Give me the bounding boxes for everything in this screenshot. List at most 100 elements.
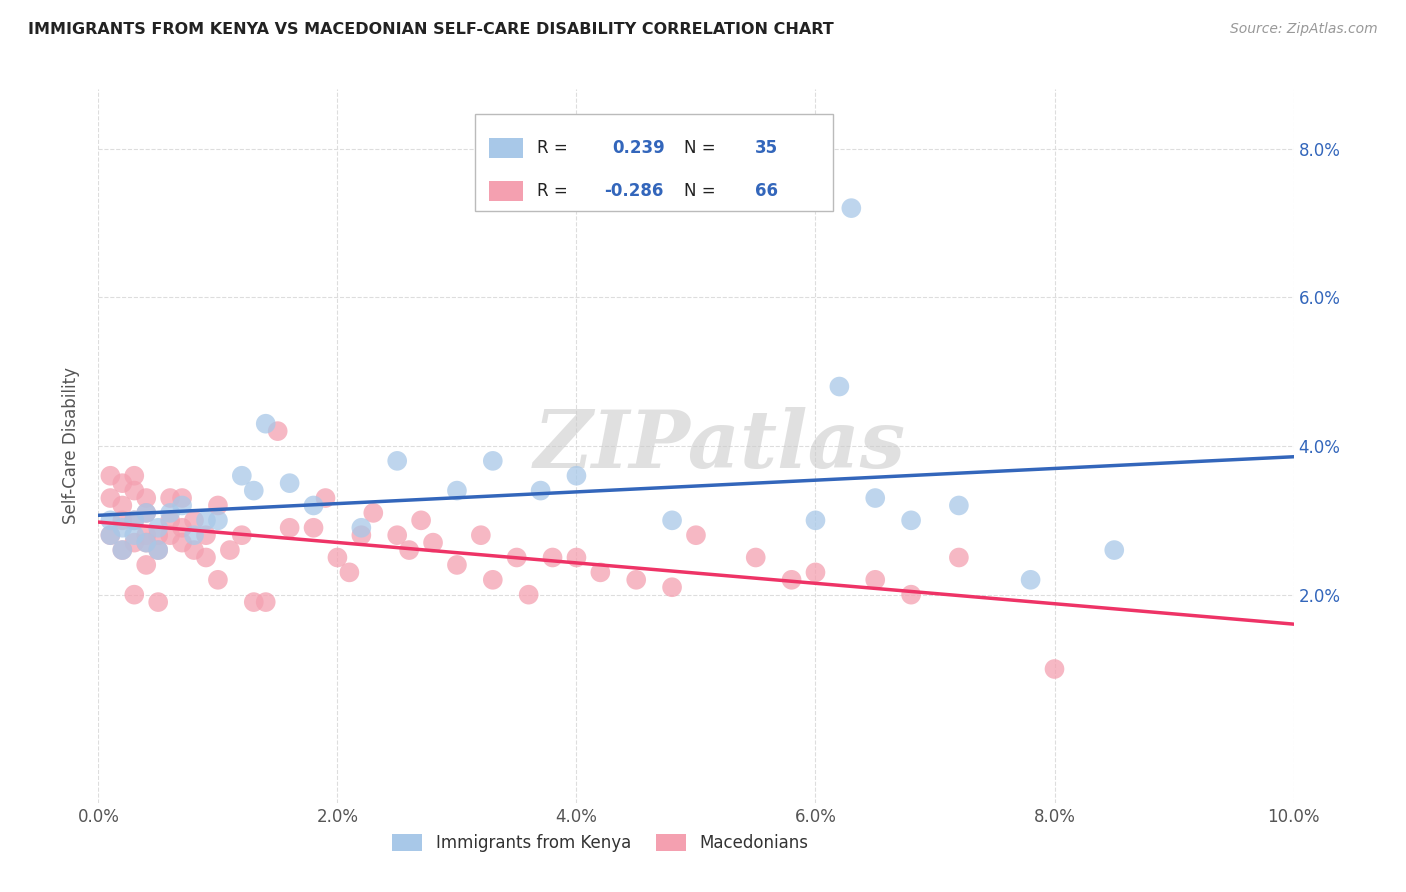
Bar	[489, 181, 523, 202]
Macedonians	[745, 550, 768, 565]
Text: 66: 66	[755, 182, 778, 200]
Macedonians	[124, 468, 146, 483]
Macedonians	[183, 513, 205, 527]
Immigrants from Kenya	[661, 513, 683, 527]
Immigrants from Kenya	[865, 491, 887, 505]
Immigrants from Kenya	[207, 513, 229, 527]
Macedonians	[111, 513, 134, 527]
Macedonians	[195, 528, 218, 542]
Immigrants from Kenya	[530, 483, 553, 498]
Macedonians	[411, 513, 433, 527]
Macedonians	[315, 491, 337, 505]
Macedonians	[565, 550, 588, 565]
Macedonians	[780, 573, 803, 587]
Text: -0.286: -0.286	[605, 182, 664, 200]
Text: N =: N =	[685, 139, 721, 157]
Macedonians	[506, 550, 529, 565]
Immigrants from Kenya	[183, 528, 205, 542]
Macedonians	[135, 535, 157, 549]
Macedonians	[470, 528, 492, 542]
Macedonians	[111, 543, 134, 558]
Immigrants from Kenya	[159, 506, 181, 520]
Immigrants from Kenya	[828, 379, 851, 393]
Y-axis label: Self-Care Disability: Self-Care Disability	[62, 368, 80, 524]
Macedonians	[589, 566, 612, 580]
Macedonians	[626, 573, 648, 587]
Macedonians	[804, 566, 827, 580]
Macedonians	[207, 573, 229, 587]
Macedonians	[135, 491, 157, 505]
Bar	[489, 138, 523, 158]
Immigrants from Kenya	[135, 535, 157, 549]
Macedonians	[148, 595, 170, 609]
Immigrants from Kenya	[124, 513, 146, 527]
Macedonians	[98, 468, 122, 483]
Macedonians	[339, 566, 361, 580]
Immigrants from Kenya	[231, 468, 253, 483]
Macedonians	[172, 535, 194, 549]
Macedonians	[219, 543, 242, 558]
Immigrants from Kenya	[446, 483, 468, 498]
Macedonians	[446, 558, 468, 572]
Immigrants from Kenya	[1019, 573, 1042, 587]
Macedonians	[98, 491, 122, 505]
Immigrants from Kenya	[350, 521, 373, 535]
Macedonians	[159, 491, 181, 505]
Macedonians	[482, 573, 505, 587]
Text: R =: R =	[537, 139, 574, 157]
Immigrants from Kenya	[948, 499, 970, 513]
Macedonians	[231, 528, 253, 542]
Immigrants from Kenya	[841, 201, 863, 215]
Macedonians	[254, 595, 277, 609]
Macedonians	[98, 528, 122, 542]
Immigrants from Kenya	[98, 528, 122, 542]
Immigrants from Kenya	[148, 521, 170, 535]
Macedonians	[148, 528, 170, 542]
Macedonians	[159, 528, 181, 542]
Macedonians	[111, 499, 134, 513]
Immigrants from Kenya	[172, 499, 194, 513]
Macedonians	[865, 573, 887, 587]
Immigrants from Kenya	[111, 543, 134, 558]
Immigrants from Kenya	[385, 454, 409, 468]
Text: 0.239: 0.239	[613, 139, 665, 157]
Macedonians	[111, 476, 134, 491]
Legend: Immigrants from Kenya, Macedonians: Immigrants from Kenya, Macedonians	[385, 827, 815, 859]
Macedonians	[183, 543, 205, 558]
Immigrants from Kenya	[804, 513, 827, 527]
Immigrants from Kenya	[278, 476, 301, 491]
Macedonians	[661, 580, 683, 594]
Macedonians	[350, 528, 373, 542]
Immigrants from Kenya	[1104, 543, 1126, 558]
Macedonians	[207, 499, 229, 513]
Text: N =: N =	[685, 182, 721, 200]
Macedonians	[135, 528, 157, 542]
Immigrants from Kenya	[111, 521, 134, 535]
Immigrants from Kenya	[565, 468, 588, 483]
Text: 35: 35	[755, 139, 778, 157]
Macedonians	[685, 528, 707, 542]
Macedonians	[148, 543, 170, 558]
Text: ZIPatlas: ZIPatlas	[534, 408, 905, 484]
Macedonians	[267, 424, 290, 438]
Immigrants from Kenya	[243, 483, 266, 498]
Macedonians	[195, 550, 218, 565]
Macedonians	[124, 513, 146, 527]
Immigrants from Kenya	[135, 506, 157, 520]
Macedonians	[172, 491, 194, 505]
Text: IMMIGRANTS FROM KENYA VS MACEDONIAN SELF-CARE DISABILITY CORRELATION CHART: IMMIGRANTS FROM KENYA VS MACEDONIAN SELF…	[28, 22, 834, 37]
Macedonians	[159, 513, 181, 527]
Immigrants from Kenya	[302, 499, 325, 513]
Macedonians	[124, 588, 146, 602]
Macedonians	[517, 588, 540, 602]
Immigrants from Kenya	[124, 528, 146, 542]
Macedonians	[385, 528, 409, 542]
FancyBboxPatch shape	[475, 114, 834, 211]
Macedonians	[363, 506, 385, 520]
Text: R =: R =	[537, 182, 574, 200]
Immigrants from Kenya	[482, 454, 505, 468]
Macedonians	[398, 543, 420, 558]
Immigrants from Kenya	[148, 543, 170, 558]
Immigrants from Kenya	[254, 417, 277, 431]
Macedonians	[302, 521, 325, 535]
